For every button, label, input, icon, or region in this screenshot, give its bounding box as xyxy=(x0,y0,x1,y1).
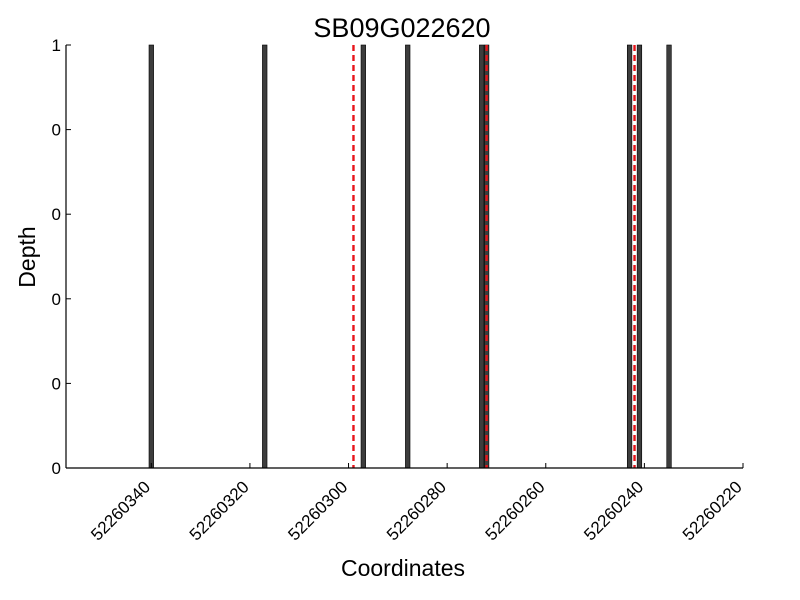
y-ticks: 0 0 0 0 0 1 xyxy=(52,36,71,478)
y-tick-label: 0 xyxy=(52,290,61,309)
markers-layer xyxy=(352,45,636,468)
y-tick-label: 0 xyxy=(52,121,61,140)
bar xyxy=(148,44,154,469)
bar xyxy=(262,44,268,469)
bar xyxy=(626,44,633,469)
chart-title: SB09G022620 xyxy=(313,13,490,43)
x-tick-label: 52260220 xyxy=(679,477,746,544)
y-tick-label: 1 xyxy=(52,36,61,55)
x-tick-label: 52260260 xyxy=(482,477,549,544)
bar xyxy=(666,44,672,469)
y-tick-label: 0 xyxy=(52,459,61,478)
y-tick-label: 0 xyxy=(52,374,61,393)
y-tick-label: 0 xyxy=(52,205,61,224)
x-tick-label: 52260240 xyxy=(580,477,647,544)
x-axis-label: Coordinates xyxy=(341,555,465,581)
y-axis-label: Depth xyxy=(14,226,40,287)
x-tick-label: 52260280 xyxy=(383,477,450,544)
x-tick-label: 52260340 xyxy=(87,477,154,544)
bars-layer xyxy=(148,44,672,469)
x-tick-label: 52260300 xyxy=(284,477,351,544)
bar xyxy=(479,44,485,469)
bar xyxy=(360,44,366,469)
x-tick-label: 52260320 xyxy=(186,477,253,544)
x-ticks: 52260340 52260320 52260300 52260280 52260260… xyxy=(87,463,746,544)
bar xyxy=(636,44,643,469)
bar xyxy=(405,44,411,469)
